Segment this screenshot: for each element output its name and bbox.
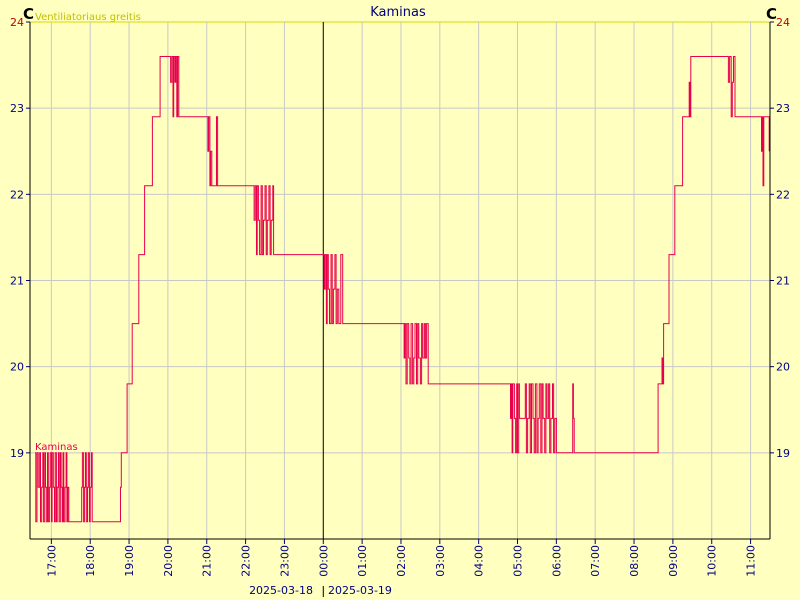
- date-left-label: 2025-03-18: [249, 584, 313, 597]
- x-tick-label: 07:00: [589, 545, 602, 577]
- y-tick-label-right: 20: [776, 361, 790, 374]
- x-tick-label: 10:00: [706, 545, 719, 577]
- series-line-kaminas: [35, 56, 770, 523]
- x-tick-label: 00:00: [317, 545, 330, 577]
- right-unit-label: C: [766, 5, 777, 23]
- y-tick-label-left: 19: [10, 447, 24, 460]
- x-tick-label: 20:00: [162, 545, 175, 577]
- x-tick-label: 03:00: [434, 545, 447, 577]
- y-tick-label-left: 24: [10, 16, 24, 29]
- x-tick-label: 11:00: [745, 545, 758, 577]
- x-tick-label: 05:00: [512, 545, 525, 577]
- x-tick-label: 19:00: [123, 545, 136, 577]
- y-tick-label-left: 22: [10, 188, 24, 201]
- y-tick-label-left: 21: [10, 275, 24, 288]
- left-unit-label: C: [23, 5, 34, 23]
- date-right-label: 2025-03-19: [328, 584, 392, 597]
- x-tick-label: 09:00: [667, 545, 680, 577]
- x-tick-label: 01:00: [356, 545, 369, 577]
- x-tick-label: 06:00: [550, 545, 563, 577]
- x-tick-label: 22:00: [240, 545, 253, 577]
- y-tick-label-right: 24: [776, 16, 790, 29]
- y-tick-label-left: 20: [10, 361, 24, 374]
- x-tick-label: 08:00: [628, 545, 641, 577]
- series-layer: Kaminas: [35, 56, 770, 523]
- series-label-kaminas: Kaminas: [35, 442, 78, 453]
- axes: 19 19 20 20 21 21 22 22 23 23 24 24 17:00 18:00 19:00 2…: [10, 16, 790, 597]
- y-tick-label-left: 23: [10, 102, 24, 115]
- grid: [30, 21, 770, 539]
- y-tick-label-right: 22: [776, 188, 790, 201]
- x-tick-label: 17:00: [45, 545, 58, 577]
- y-tick-label-right: 23: [776, 102, 790, 115]
- chart-title: Kaminas: [370, 5, 426, 20]
- x-tick-label: 21:00: [201, 545, 214, 577]
- y-tick-label-right: 21: [776, 275, 790, 288]
- y-tick-label-right: 19: [776, 447, 790, 460]
- legend-top: Ventiliatoriaus greitis: [35, 12, 141, 23]
- x-tick-label: 04:00: [473, 545, 486, 577]
- x-tick-label: 23:00: [278, 545, 291, 577]
- x-tick-label: 02:00: [395, 545, 408, 577]
- x-tick-label: 18:00: [84, 545, 97, 577]
